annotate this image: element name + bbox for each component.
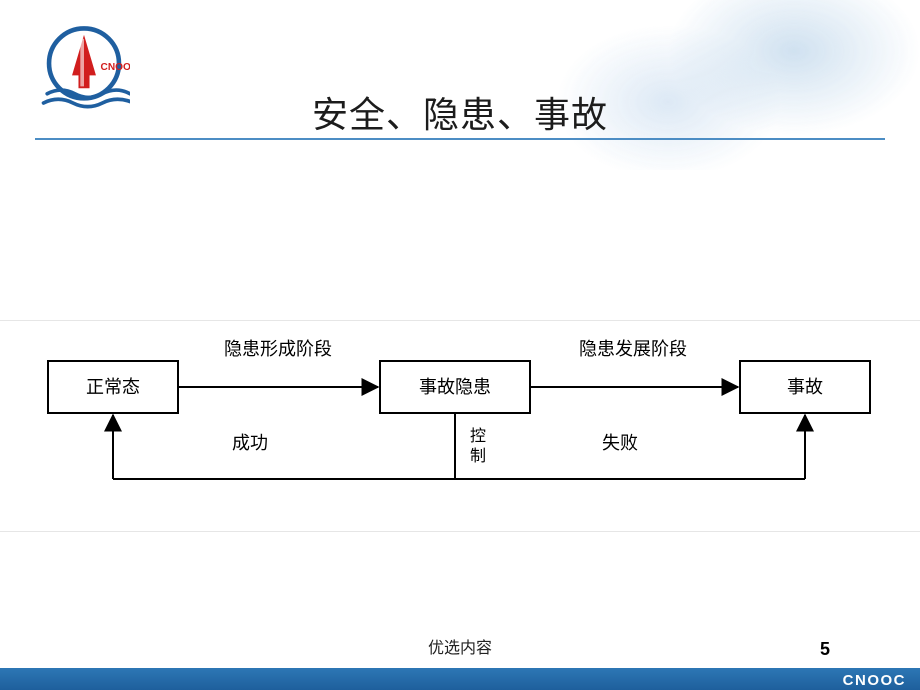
edge-control-split: 控 制 成功 失败: [113, 413, 805, 479]
flow-diagram-svg: 正常态 事故隐患 事故 隐患形成阶段 隐患发展阶段 控 制: [0, 321, 920, 531]
footer-caption: 优选内容: [0, 634, 920, 658]
background-map-decor: [500, 0, 920, 170]
edge-failure-label: 失败: [602, 433, 638, 453]
node-hidden-label: 事故隐患: [419, 377, 491, 397]
footer-bar: CNOOC: [0, 668, 920, 690]
edge-form-stage: 隐患形成阶段: [178, 339, 378, 387]
slide-title: 安全、隐患、事故: [0, 86, 920, 138]
node-accident-label: 事故: [787, 377, 823, 397]
footer-brand-text: CNOOC: [843, 672, 906, 689]
node-accident: 事故: [740, 361, 870, 413]
edge-develop-stage-label: 隐患发展阶段: [579, 339, 687, 359]
edge-success-label: 成功: [232, 433, 268, 453]
title-underline: [35, 138, 885, 140]
flow-diagram: 正常态 事故隐患 事故 隐患形成阶段 隐患发展阶段 控 制: [0, 320, 920, 532]
page-number: 5: [820, 639, 830, 660]
edge-control-label1: 控: [470, 427, 486, 445]
node-normal-label: 正常态: [86, 377, 140, 397]
edge-form-stage-label: 隐患形成阶段: [224, 339, 332, 359]
node-normal: 正常态: [48, 361, 178, 413]
node-hidden: 事故隐患: [380, 361, 530, 413]
edge-develop-stage: 隐患发展阶段: [530, 339, 738, 387]
edge-control-label2: 制: [470, 447, 486, 465]
logo-text: CNOOC: [101, 62, 130, 73]
